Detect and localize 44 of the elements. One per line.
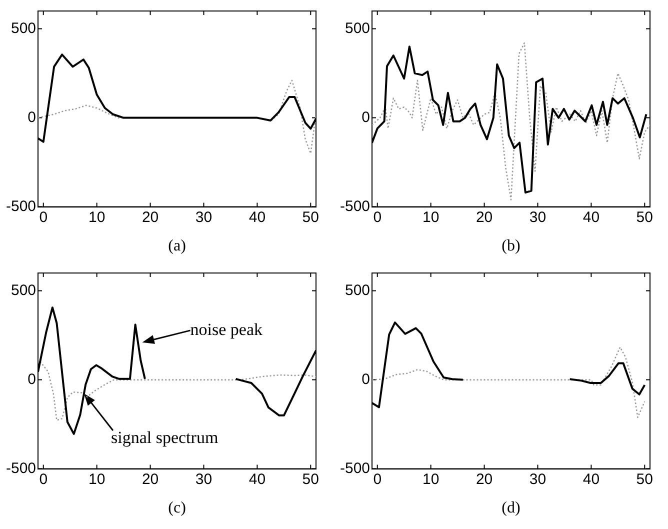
y-tick-label: 500 bbox=[10, 20, 36, 37]
y-tick-label: 0 bbox=[362, 370, 370, 388]
x-tick-label: 10 bbox=[422, 470, 440, 488]
x-tick-label: 20 bbox=[142, 208, 159, 226]
x-tick-label: 40 bbox=[582, 470, 600, 488]
x-tick-label: 20 bbox=[142, 470, 159, 488]
y-tick-label: 0 bbox=[28, 370, 36, 388]
y-tick-label: 500 bbox=[10, 282, 36, 299]
x-tick-label: 20 bbox=[476, 208, 493, 226]
x-tick-label: 40 bbox=[248, 470, 266, 488]
y-tick-label: 500 bbox=[344, 282, 370, 299]
x-tick-label: 50 bbox=[636, 208, 653, 226]
x-axis-title: (c) bbox=[168, 500, 186, 517]
x-tick-label: 40 bbox=[582, 208, 600, 226]
x-tick-label: 30 bbox=[529, 208, 546, 226]
x-tick-label: 50 bbox=[302, 208, 319, 226]
x-tick-label: 50 bbox=[636, 470, 653, 488]
x-tick-label: 0 bbox=[373, 208, 382, 226]
x-tick-label: 0 bbox=[373, 470, 382, 488]
y-tick-label: 500 bbox=[344, 20, 370, 37]
x-axis-title: (a) bbox=[168, 238, 186, 255]
x-axis-title: (d) bbox=[502, 500, 520, 517]
x-tick-label: 0 bbox=[39, 470, 48, 488]
annotation: signal spectrum bbox=[110, 428, 218, 447]
y-tick-label: -500 bbox=[340, 198, 370, 215]
x-axis-title: (b) bbox=[502, 238, 520, 255]
x-tick-label: 30 bbox=[195, 470, 212, 488]
x-tick-label: 10 bbox=[88, 470, 106, 488]
x-tick-label: 50 bbox=[302, 470, 319, 488]
x-tick-label: 10 bbox=[88, 208, 106, 226]
y-tick-label: 0 bbox=[362, 108, 370, 126]
y-tick-label: 0 bbox=[28, 108, 36, 126]
x-tick-label: 40 bbox=[248, 208, 266, 226]
line-series bbox=[38, 358, 316, 421]
x-tick-label: 10 bbox=[422, 208, 440, 226]
x-tick-label: 30 bbox=[195, 208, 212, 226]
x-tick-label: 20 bbox=[476, 470, 493, 488]
x-tick-label: 0 bbox=[39, 208, 48, 226]
annotation: noise peak bbox=[190, 320, 263, 339]
y-tick-label: -500 bbox=[6, 198, 36, 215]
x-tick-label: 30 bbox=[529, 470, 546, 488]
y-tick-label: -500 bbox=[6, 460, 36, 477]
line-series bbox=[372, 346, 646, 418]
y-tick-label: -500 bbox=[340, 460, 370, 477]
